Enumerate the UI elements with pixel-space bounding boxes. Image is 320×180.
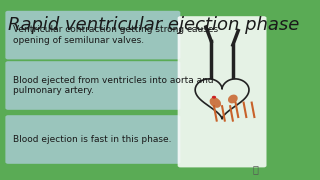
Ellipse shape: [228, 94, 238, 103]
Circle shape: [212, 96, 216, 99]
FancyBboxPatch shape: [178, 16, 267, 167]
Text: Blood ejection is fast in this phase.: Blood ejection is fast in this phase.: [13, 135, 172, 144]
FancyBboxPatch shape: [5, 11, 180, 59]
Text: Blood ejected from ventricles into aorta and
pulmonary artery.: Blood ejected from ventricles into aorta…: [13, 76, 214, 95]
Text: 🔊: 🔊: [252, 165, 259, 175]
Text: Ventricular contraction getting strong causes
opening of semilunar valves.: Ventricular contraction getting strong c…: [13, 25, 219, 45]
FancyBboxPatch shape: [5, 61, 180, 110]
Text: Rapid ventricular ejection phase: Rapid ventricular ejection phase: [8, 16, 300, 34]
Ellipse shape: [210, 97, 221, 108]
FancyBboxPatch shape: [5, 115, 180, 164]
